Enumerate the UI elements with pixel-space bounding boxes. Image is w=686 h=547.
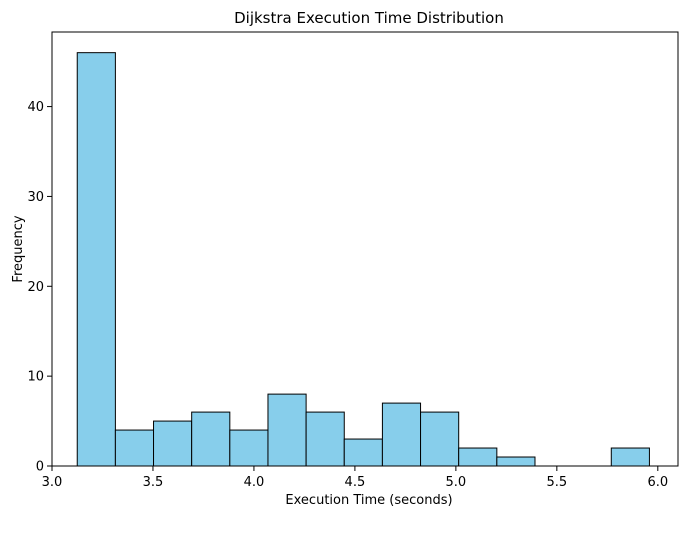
y-axis-label: Frequency bbox=[11, 215, 26, 282]
histogram-bar bbox=[458, 447, 498, 467]
histogram-bar bbox=[114, 429, 155, 467]
histogram-bar bbox=[381, 402, 422, 467]
x-axis-label: Execution Time (seconds) bbox=[285, 493, 452, 508]
histogram-bar bbox=[343, 438, 383, 467]
y-tick-label: 0 bbox=[36, 460, 44, 475]
histogram-bar bbox=[496, 456, 536, 467]
x-tick-label: 4.5 bbox=[345, 475, 366, 490]
x-tick-label: 5.0 bbox=[446, 475, 467, 490]
y-tick-label: 20 bbox=[27, 280, 44, 295]
x-tick-label: 4.0 bbox=[244, 475, 265, 490]
plot-frame bbox=[51, 31, 679, 467]
y-axis-ticks: 0 10 20 30 40 bbox=[27, 100, 52, 475]
histogram-bar bbox=[229, 429, 269, 467]
histogram-bar bbox=[267, 393, 307, 467]
y-tick-label: 30 bbox=[27, 190, 44, 205]
histogram-bar bbox=[610, 447, 650, 467]
y-tick-label: 40 bbox=[27, 100, 44, 115]
x-tick-label: 3.5 bbox=[143, 475, 164, 490]
histogram-bar bbox=[305, 411, 345, 467]
y-tick-label: 10 bbox=[27, 370, 44, 385]
x-axis-ticks: 3.0 3.5 4.0 4.5 5.0 5.5 6.0 bbox=[42, 466, 668, 490]
chart-title: Dijkstra Execution Time Distribution bbox=[234, 9, 504, 27]
x-tick-label: 3.0 bbox=[42, 475, 63, 490]
histogram-bar bbox=[420, 411, 460, 467]
x-tick-label: 5.5 bbox=[546, 475, 567, 490]
bars-group bbox=[76, 52, 650, 467]
histogram-bar bbox=[153, 420, 193, 467]
histogram-bar bbox=[191, 411, 231, 467]
histogram-bar bbox=[76, 52, 116, 467]
x-tick-label: 6.0 bbox=[647, 475, 668, 490]
